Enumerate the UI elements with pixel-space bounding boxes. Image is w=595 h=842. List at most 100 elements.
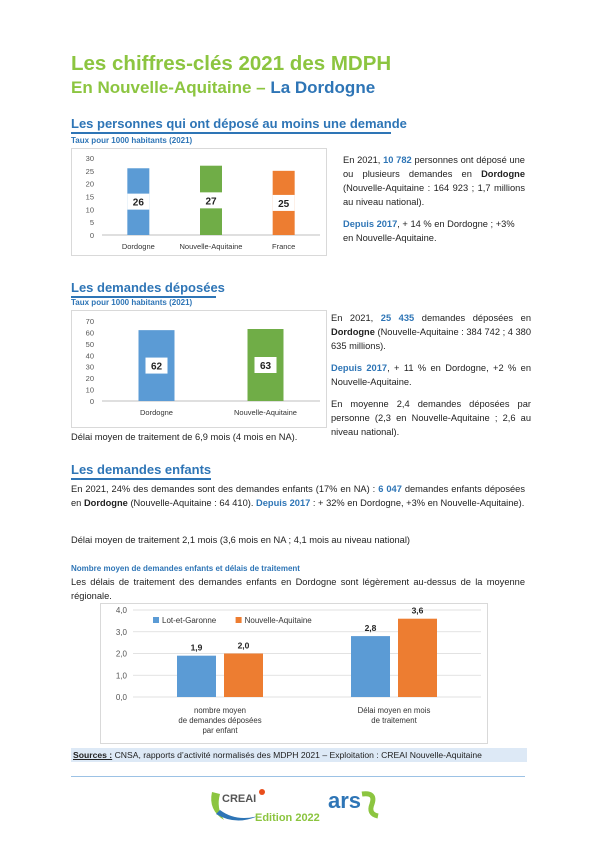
y-tick-label: 20 <box>86 374 94 383</box>
y-tick-label: 50 <box>86 340 94 349</box>
data-label-bg-1 <box>200 192 222 209</box>
section-2-paragraph-3: En moyenne 2,4 demandes déposées par per… <box>331 399 531 437</box>
chart-1-frame: 0 5 10 15 20 25 30 26 Dordogne 27 Nouvelle-Aquitai… <box>71 148 327 256</box>
section-2-delay: Délai moyen de traitement de 6,9 mois (4… <box>71 432 298 442</box>
section-1-paragraph-1: En 2021, 10 782 personnes ont déposé une… <box>343 153 525 209</box>
bar-0-0 <box>177 655 216 697</box>
chart-1-caption: Taux pour 1000 habitants (2021) <box>71 136 193 145</box>
y-tick-label: 2,0 <box>116 650 128 659</box>
section-2-paragraph-1: En 2021, 25 435 demandes déposées en Dor… <box>331 311 531 353</box>
y-tick-label: 15 <box>86 193 94 202</box>
y-tick-label: 0 <box>90 397 94 406</box>
section-1-paragraph-2: Depuis 2017, + 14 % en Dordogne ; +3% en… <box>343 217 525 245</box>
y-tick-label: 5 <box>90 218 94 227</box>
data-label-0-1: 2,8 <box>365 623 377 633</box>
s2-p1-number: 25 435 <box>380 313 415 323</box>
data-label-bg-1 <box>254 357 277 373</box>
y-tick-label: 3,0 <box>116 628 128 637</box>
section-3-rule <box>71 478 211 480</box>
bar-1-0 <box>224 653 263 697</box>
y-tick-label: 70 <box>86 317 94 326</box>
chart-3-caption: Nombre moyen de demandes enfants et déla… <box>71 564 300 573</box>
s1-p2-since: Depuis 2017 <box>343 219 398 229</box>
s1-p2-b: , + 14 % en Dordogne ; +3% en Nouvelle-A… <box>343 219 515 243</box>
y-tick-label: 30 <box>86 363 94 372</box>
s2-p1-b: demandes déposées en <box>421 313 531 323</box>
s2-p2-b: , + 11 % en Dordogne, +2 % en Nouvelle-A… <box>331 363 531 387</box>
x-tick-label-0: de demandes déposées <box>178 716 261 725</box>
y-tick-label: 60 <box>86 328 94 337</box>
x-tick-label-1: Nouvelle-Aquitaine <box>180 242 243 251</box>
sources-line: Sources : CNSA, rapports d’activité norm… <box>71 748 527 762</box>
s2-p2-since: Depuis 2017 <box>331 363 388 373</box>
s3-p1-a: En 2021, 24% des demandes sont des deman… <box>71 484 376 494</box>
data-label-0: 26 <box>133 198 145 209</box>
s1-p1-c: (Nouvelle-Aquitaine : 164 923 ; 1,7 mill… <box>343 183 525 207</box>
s1-p1-number: 10 782 <box>383 155 412 165</box>
legend-swatch-1 <box>235 617 242 623</box>
sources-text: CNSA, rapports d’activité normalisés des… <box>114 750 482 760</box>
chart-2-frame: 0 10 20 30 40 50 60 70 62 Dordogne 63 Nouvelle-Aqui… <box>71 310 327 428</box>
y-tick-label: 4,0 <box>116 606 128 615</box>
ars-logo-text: ars <box>328 788 361 813</box>
page-title: Les chiffres-clés 2021 des MDPH <box>71 52 392 75</box>
section-3-paragraph-2: Délai moyen de traitement 2,1 mois (3,6 … <box>71 535 410 545</box>
y-tick-label: 10 <box>86 386 94 395</box>
data-label-1: 63 <box>260 361 272 372</box>
s1-p1-dept: Dordogne <box>481 169 525 179</box>
s2-p1-dept: Dordogne <box>331 327 375 337</box>
s3-p1-dept: Dordogne <box>83 498 128 508</box>
section-2-title: Les demandes déposées <box>71 280 225 295</box>
subtitle-region: En Nouvelle-Aquitaine – <box>71 78 266 97</box>
edition-label: Edition 2022 <box>255 812 320 824</box>
footer-rule <box>71 776 525 777</box>
section-2-paragraph-2: Depuis 2017, + 11 % en Dordogne, +2 % en… <box>331 361 531 389</box>
bar-0-1 <box>351 636 390 697</box>
data-label-2: 25 <box>278 199 290 210</box>
data-label-bg-2 <box>272 194 295 211</box>
data-label-0: 62 <box>151 362 163 373</box>
sources-label: Sources : <box>73 750 113 760</box>
s3-p1-c: (Nouvelle-Aquitaine : 64 410). <box>130 498 254 508</box>
creai-logo-text: CREAI <box>222 793 256 805</box>
section-1-title: Les personnes qui ont déposé au moins un… <box>71 116 407 131</box>
s3-p1-since: Depuis 2017 <box>256 498 311 508</box>
y-tick-label: 40 <box>86 351 94 360</box>
y-tick-label: 20 <box>86 180 94 189</box>
x-tick-label-0: Dordogne <box>140 408 173 417</box>
section-2-rule <box>71 296 216 298</box>
subtitle-department: La Dordogne <box>270 78 376 97</box>
data-label-bg-0 <box>127 193 150 210</box>
data-label-1: 27 <box>205 196 217 207</box>
data-label-1-1: 3,6 <box>412 606 424 616</box>
x-tick-label-0: Dordogne <box>122 242 155 251</box>
data-label-bg-0 <box>145 357 168 374</box>
legend-swatch-0 <box>153 617 159 623</box>
legend-label-0: Lot-et-Garonne <box>162 616 217 625</box>
x-tick-label-2: France <box>272 242 295 251</box>
chart-2-caption: Taux pour 1000 habitants (2021) <box>71 298 193 307</box>
x-tick-label-0: par enfant <box>202 726 238 735</box>
x-tick-label-1: Nouvelle-Aquitaine <box>234 408 297 417</box>
s2-p1-a: En 2021, <box>331 313 374 323</box>
data-label-0-0: 1,9 <box>191 643 203 653</box>
legend-label-1: Nouvelle-Aquitaine <box>245 616 313 625</box>
s1-p1-b: personnes ont déposé une ou plusieurs de… <box>343 155 525 179</box>
x-tick-label-0: nombre moyen <box>194 706 246 715</box>
section-1-rule <box>71 132 391 134</box>
s3-p1-number: 6 047 <box>378 484 402 494</box>
y-tick-label: 25 <box>86 167 94 176</box>
y-tick-label: 30 <box>86 154 94 163</box>
y-tick-label: 0,0 <box>116 693 128 702</box>
x-tick-label-1: de traitement <box>371 716 417 725</box>
creai-logo: CREAI <box>206 786 274 826</box>
page-subtitle: En Nouvelle-Aquitaine – La Dordogne <box>71 78 375 98</box>
data-label-1-0: 2,0 <box>238 641 250 651</box>
chart-3-frame: 0,0 1,0 2,0 3,0 4,0 1,9 2,8 2,0 3,6 nombre moyen d… <box>100 603 488 744</box>
ars-logo: ars <box>326 786 382 822</box>
s3-p1-f: : + 32% en Dordogne, +3% en Nouvelle-Aqu… <box>312 498 525 508</box>
s1-p1-a: En 2021, <box>343 155 381 165</box>
y-tick-label: 1,0 <box>116 671 128 680</box>
chart-2: 0 10 20 30 40 50 60 70 62 Dordogne 63 Nouvelle-Aqui… <box>86 317 320 417</box>
bar-1-1 <box>398 618 437 697</box>
